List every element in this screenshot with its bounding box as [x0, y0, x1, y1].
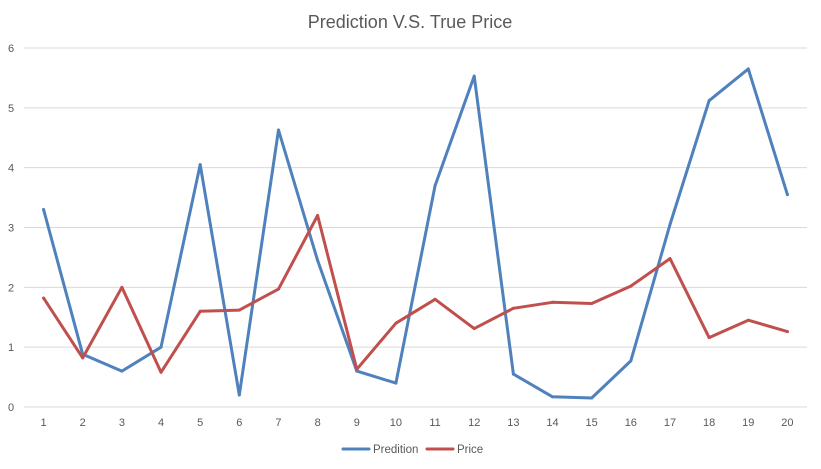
data-point: [629, 359, 633, 363]
data-point: [159, 370, 163, 374]
x-tick-label: 2: [80, 417, 86, 429]
x-tick-label: 10: [390, 417, 402, 429]
x-tick-label: 8: [315, 417, 321, 429]
x-tick-label: 6: [236, 417, 242, 429]
x-tick-label: 18: [703, 417, 715, 429]
data-point: [472, 74, 476, 78]
data-point: [668, 257, 672, 261]
legend-label: Price: [457, 444, 483, 456]
data-point: [472, 327, 476, 331]
data-point: [551, 395, 555, 399]
data-point: [433, 297, 437, 301]
y-tick-label: 1: [8, 342, 14, 354]
data-point: [707, 336, 711, 340]
legend: Predition Price: [341, 444, 483, 456]
data-point: [590, 396, 594, 400]
x-tick-label: 19: [742, 417, 754, 429]
data-point: [511, 306, 515, 310]
legend-label: Predition: [373, 444, 418, 456]
y-tick-label: 6: [8, 43, 14, 55]
data-point: [590, 301, 594, 305]
data-point: [511, 372, 515, 376]
x-tick-label: 15: [586, 417, 598, 429]
data-point: [746, 318, 750, 322]
data-point: [316, 258, 320, 262]
x-tick-label: 12: [468, 417, 480, 429]
series-lines: [42, 67, 789, 400]
x-tick-label: 16: [625, 417, 637, 429]
x-tick-label: 17: [664, 417, 676, 429]
data-point: [316, 214, 320, 218]
x-tick-label: 20: [781, 417, 793, 429]
data-point: [120, 285, 124, 289]
data-point: [551, 300, 555, 304]
data-point: [433, 184, 437, 188]
x-tick-label: 5: [197, 417, 203, 429]
data-point: [785, 330, 789, 334]
gridlines: [24, 47, 807, 408]
series-line-price: [42, 214, 789, 374]
data-point: [159, 345, 163, 349]
series-line-predition: [42, 67, 789, 400]
data-point: [237, 393, 241, 397]
data-point: [746, 67, 750, 71]
y-tick-label: 5: [8, 103, 14, 115]
data-point: [42, 296, 46, 300]
data-point: [276, 128, 280, 132]
x-tick-label: 13: [507, 417, 519, 429]
y-tick-label: 4: [8, 163, 14, 175]
chart-title: Prediction V.S. True Price: [308, 12, 512, 32]
x-tick-label: 1: [41, 417, 47, 429]
data-point: [785, 193, 789, 197]
x-tick-label: 11: [429, 417, 440, 429]
data-point: [198, 309, 202, 313]
x-axis-ticks: 1 2 3 4 5 6 7 8 9 10 11 12 13 14 15 16 17 18 19 20: [41, 417, 794, 429]
y-tick-label: 3: [8, 223, 14, 235]
y-axis-ticks: 0 1 2 3 4 5 6: [8, 43, 14, 414]
y-tick-label: 0: [8, 402, 14, 414]
data-point: [355, 367, 359, 371]
data-point: [668, 223, 672, 227]
y-tick-label: 2: [8, 282, 14, 294]
data-point: [394, 381, 398, 385]
data-point: [42, 208, 46, 212]
data-point: [276, 287, 280, 291]
data-point: [394, 321, 398, 325]
x-tick-label: 4: [158, 417, 164, 429]
data-point: [707, 99, 711, 103]
data-point: [237, 308, 241, 312]
data-point: [629, 284, 633, 288]
data-point: [120, 369, 124, 373]
x-tick-label: 3: [119, 417, 125, 429]
x-tick-label: 7: [275, 417, 281, 429]
x-tick-label: 14: [546, 417, 558, 429]
data-point: [81, 356, 85, 360]
data-point: [198, 163, 202, 167]
x-tick-label: 9: [354, 417, 360, 429]
